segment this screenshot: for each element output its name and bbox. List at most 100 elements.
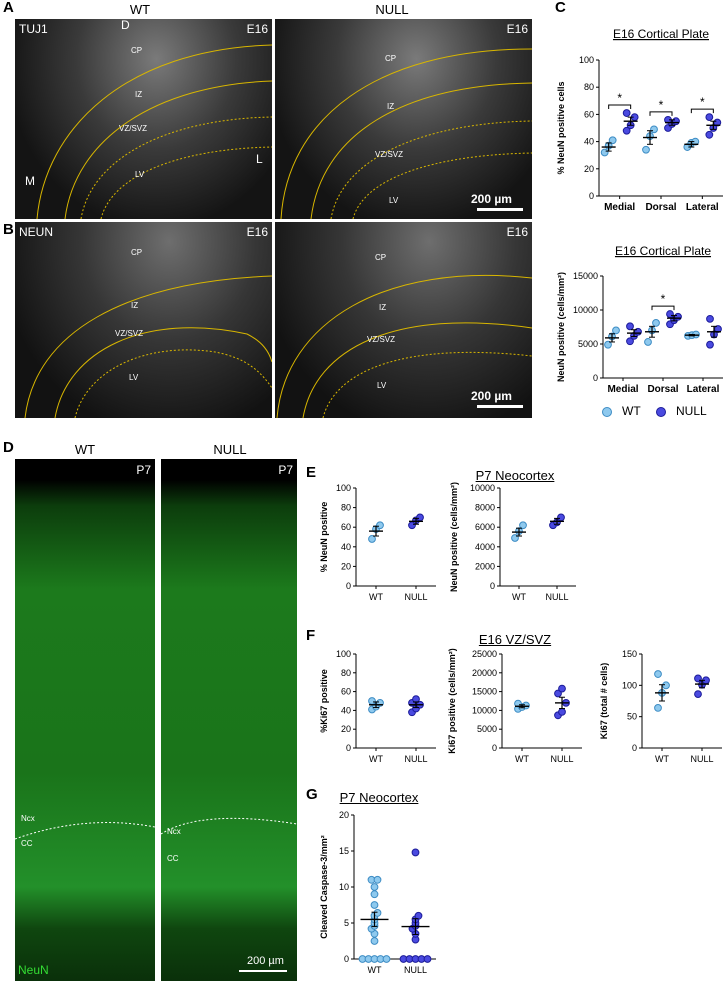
panel-d-wt-label: WT: [74, 442, 96, 457]
tuj1-null-micrograph: E16 CP IZ VZ/SVZ LV 200 µm: [275, 19, 532, 219]
y-tick-label: 5: [344, 918, 349, 928]
iz-label: IZ: [131, 301, 139, 310]
y-axis-label: Cleaved Caspase-3/mm²: [319, 835, 329, 939]
y-axis-label: Ki67 (total # cells): [599, 663, 609, 740]
iz-label: IZ: [379, 303, 387, 312]
legend-wt-label: WT: [622, 404, 641, 418]
data-point-wt: [652, 319, 660, 327]
y-tick-label: 10000: [573, 305, 598, 315]
chart-title-C1: E16 Cortical Plate: [613, 27, 709, 41]
age-label-b-right: E16: [506, 225, 528, 239]
x-tick-label: NULL: [404, 754, 427, 764]
data-point-wt: [644, 338, 652, 346]
y-tick-label: 20: [341, 561, 351, 571]
y-axis-label: % NeuN positive: [319, 502, 329, 573]
neun-p7-null-micrograph: P7 Ncx CC 200 µm: [161, 459, 297, 981]
data-point-null: [622, 126, 631, 135]
data-point-wt: [654, 670, 662, 678]
chart-c-neun-density: E16 Cortical Plate 0 5000 10000 15000 NeuN po…: [556, 244, 723, 395]
neun-p7-wt-micrograph: P7 Ncx CC NeuN: [15, 459, 155, 981]
data-point-null: [694, 690, 702, 699]
data-point-wt: [654, 703, 662, 712]
x-tick-label: WT: [369, 754, 383, 764]
dorsal-label: D: [121, 19, 130, 32]
y-tick-label: 60: [341, 687, 351, 697]
cp-label: CP: [131, 46, 143, 55]
x-tick-label: NULL: [690, 754, 713, 764]
tuj1-wt-region-outlines: [36, 44, 272, 219]
data-point-null: [423, 955, 432, 963]
significance-bracket: [690, 108, 714, 114]
panel-label-d: D: [3, 439, 14, 456]
cc-label: CC: [167, 854, 179, 863]
legend-null-marker: [656, 407, 666, 417]
x-tick-label: NULL: [545, 592, 568, 602]
y-tick-label: 5000: [477, 724, 497, 734]
significance-bracket: [651, 305, 675, 311]
x-tick-label: WT: [655, 754, 669, 764]
data-point-wt: [604, 340, 612, 349]
y-axis-label: Ki67 positive (cells/mm²): [447, 648, 457, 754]
panel-label-g: G: [306, 786, 318, 803]
y-tick-label: 100: [622, 680, 637, 690]
data-point-wt: [519, 521, 527, 530]
y-tick-label: 4000: [475, 542, 495, 552]
lateral-label: L: [256, 152, 263, 166]
data-point-null: [416, 513, 424, 522]
x-tick-label: WT: [369, 592, 383, 602]
vz-svz-label: VZ/SVZ: [115, 329, 144, 338]
chart-f-ki67-total: 0 50 100 150 Ki67 (total # cells) WT NULL: [599, 649, 722, 764]
data-point-null: [554, 689, 562, 698]
chart-e-percent-neun: 0 20 40 60 80 100 % NeuN positive WT NULL: [319, 483, 436, 602]
data-point-null: [706, 314, 714, 323]
data-point-wt: [600, 148, 609, 157]
lv-label: LV: [389, 196, 399, 205]
y-tick-label: 100: [336, 483, 351, 493]
y-tick-label: 0: [346, 581, 351, 591]
significance-bracket: [649, 111, 673, 116]
y-tick-label: 100: [336, 649, 351, 659]
y-tick-label: 20: [339, 810, 349, 820]
panel-a-null-label: NULL: [375, 2, 409, 17]
x-tick-label: Lateral: [687, 384, 720, 395]
panel-e-title: P7 Neocortex: [475, 468, 555, 483]
y-tick-label: 25000: [472, 649, 497, 659]
significance-marker: *: [617, 91, 622, 105]
neun-e16-wt-micrograph: NEUN E16 CP IZ VZ/SVZ LV: [15, 222, 272, 418]
chart-c-percent-neun: E16 Cortical Plate 0 20 40 60 80 100 % NeuN pos…: [556, 27, 723, 213]
x-tick-label: NULL: [550, 754, 573, 764]
y-tick-label: 10: [339, 882, 349, 892]
data-point-null: [674, 312, 682, 321]
x-tick-label: Dorsal: [647, 384, 678, 395]
panel-f-title: E16 VZ/SVZ: [478, 632, 552, 647]
y-tick-label: 80: [341, 668, 351, 678]
x-tick-label: Dorsal: [645, 202, 676, 213]
cp-label: CP: [131, 248, 143, 257]
y-tick-label: 10000: [470, 483, 495, 493]
data-point-wt: [370, 937, 379, 945]
neun-null-region-outlines: [276, 274, 532, 418]
x-tick-label: NULL: [404, 592, 427, 602]
y-tick-label: 0: [346, 743, 351, 753]
tuj1-wt-micrograph: TUJ1 D E16 CP IZ VZ/SVZ LV M L: [15, 19, 272, 219]
data-point-null: [705, 130, 714, 139]
panel-label-b: B: [3, 221, 14, 238]
panel-label-a: A: [3, 0, 14, 16]
ncx-label: Ncx: [21, 814, 35, 823]
scale-bar-label: 200 µm: [471, 389, 512, 403]
y-tick-label: 0: [344, 954, 349, 964]
y-tick-label: 15000: [573, 271, 598, 281]
age-label-b-left: E16: [246, 225, 268, 239]
cc-label: CC: [21, 839, 33, 848]
y-tick-label: 150: [622, 649, 637, 659]
y-tick-label: 5000: [578, 339, 598, 349]
data-point-wt: [608, 136, 617, 145]
y-tick-label: 6000: [475, 522, 495, 532]
data-point-wt: [662, 681, 670, 690]
neun-marker-label: NeuN: [18, 963, 49, 977]
cp-label: CP: [375, 253, 387, 262]
iz-label: IZ: [387, 102, 395, 111]
panel-label-e: E: [306, 464, 317, 481]
data-point-null: [672, 117, 680, 126]
data-point-wt: [612, 326, 620, 335]
